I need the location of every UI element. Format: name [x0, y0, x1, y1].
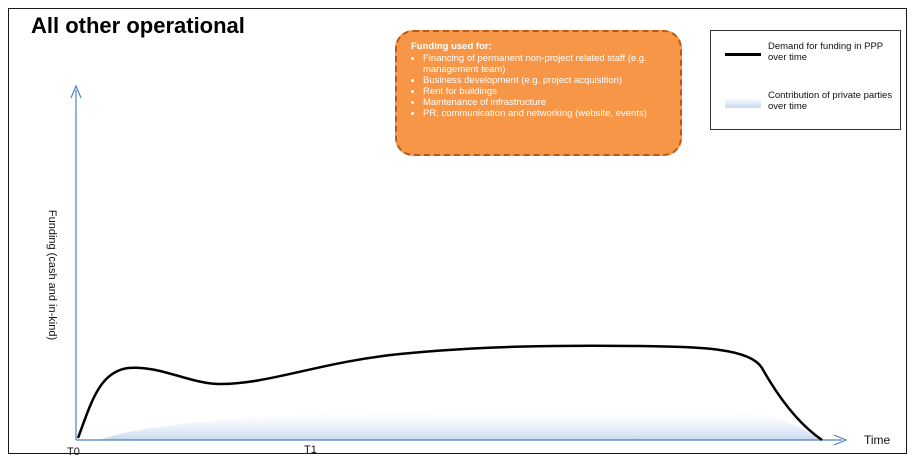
- diagram-title: All other operational: [31, 13, 245, 38]
- legend-contribution-label: Contribution of private parties over tim…: [768, 90, 893, 112]
- y-axis-arrow: [70, 84, 82, 99]
- legend-contribution-swatch: [725, 98, 761, 108]
- callout-heading: Funding used for:: [411, 41, 492, 52]
- y-axis-label: Funding (cash and in-kind): [46, 209, 58, 341]
- tick-t0: T0: [67, 446, 80, 458]
- funding-callout: Funding used for: Financing of permanent…: [395, 30, 682, 156]
- callout-item: Business development (e.g. project acqui…: [423, 75, 670, 86]
- callout-item: Maintenance of infrastructure: [423, 97, 670, 108]
- callout-item: Rent for buildings: [423, 86, 670, 97]
- legend: Demand for funding in PPP over time Cont…: [710, 30, 901, 130]
- demand-line: [76, 344, 823, 442]
- legend-demand-label: Demand for funding in PPP over time: [768, 41, 883, 63]
- legend-demand-swatch: [725, 53, 761, 56]
- x-axis-arrow: [833, 434, 848, 446]
- callout-item: PR, communication and networking (websit…: [423, 108, 670, 119]
- x-axis-label: Time: [864, 433, 891, 447]
- callout-item: Financing of permanent non-project relat…: [423, 53, 670, 75]
- diagram-frame: [8, 8, 907, 454]
- callout-list: Financing of permanent non-project relat…: [411, 53, 670, 119]
- contribution-area: [100, 410, 820, 440]
- tick-t1: T1: [304, 444, 317, 456]
